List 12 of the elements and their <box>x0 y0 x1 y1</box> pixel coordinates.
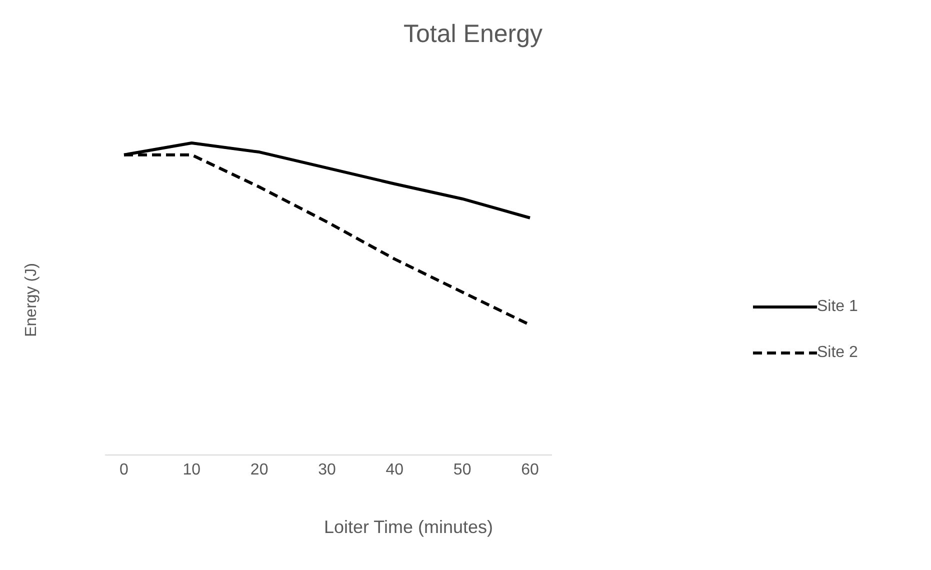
x-tick-label: 20 <box>250 461 268 478</box>
legend-label: Site 1 <box>817 298 858 316</box>
y-axis-title: Energy (J) <box>23 263 40 337</box>
x-axis-title: Loiter Time (minutes) <box>322 517 494 538</box>
legend-label: Site 2 <box>817 344 858 362</box>
chart-title: Total Energy <box>402 20 544 49</box>
x-tick-label: 40 <box>386 461 404 478</box>
x-tick-label: 0 <box>120 461 129 478</box>
x-tick-label: 30 <box>318 461 336 478</box>
x-tick-label: 10 <box>182 461 201 478</box>
x-tick-label: 60 <box>521 461 539 478</box>
x-tick-label: 50 <box>453 461 472 478</box>
